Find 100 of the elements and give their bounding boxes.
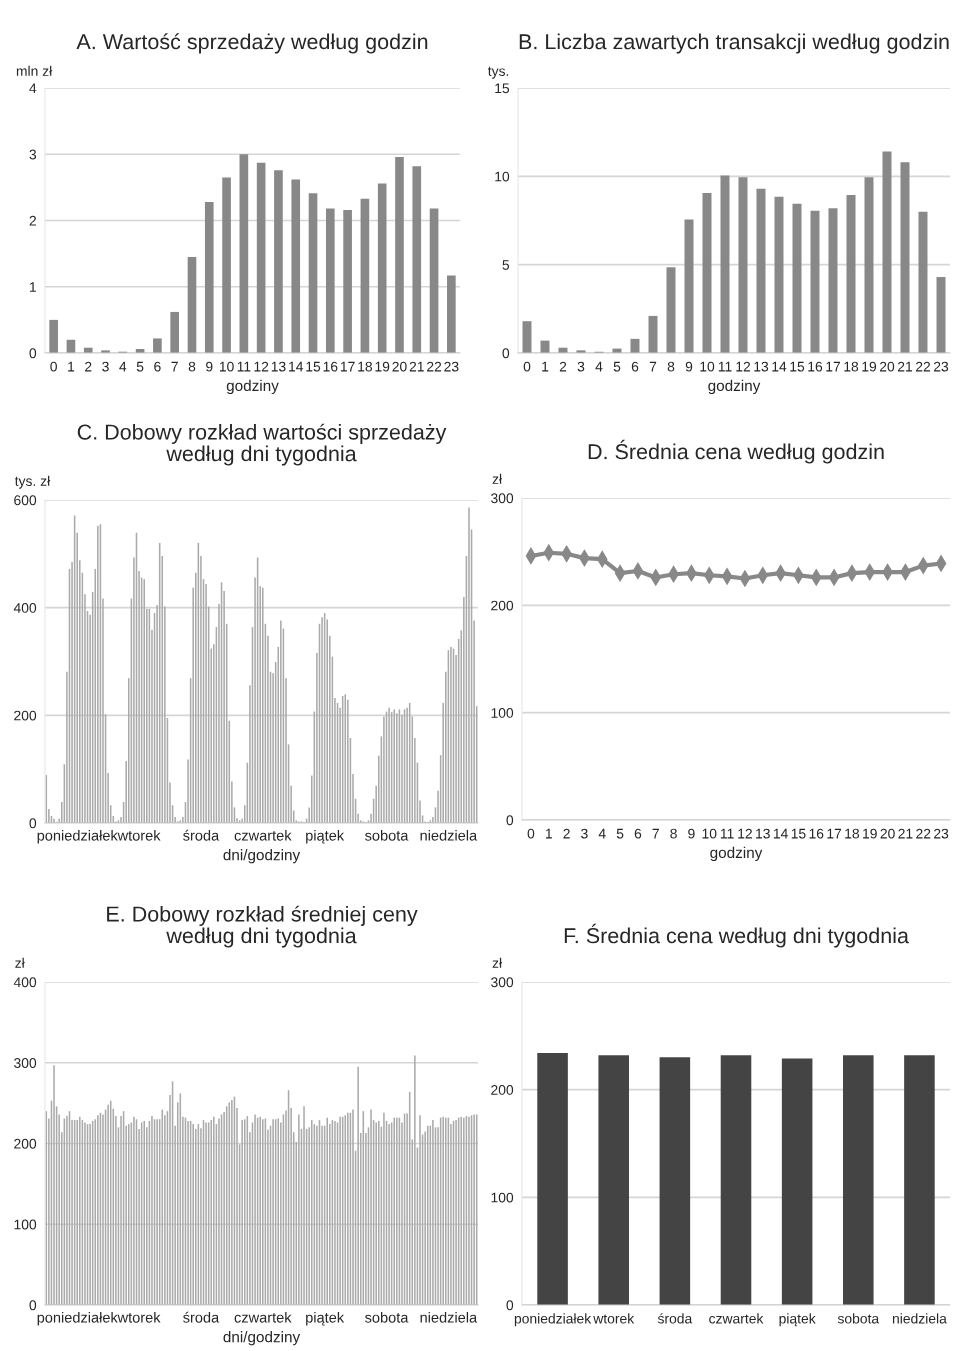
x-tick-label: 10 [700,361,715,372]
y-tick-label: 2 [29,215,36,226]
x-tick-label: wtorek [593,1313,635,1324]
x-tick-label: czwartek [234,829,292,841]
x-tick-label: 13 [754,361,769,372]
y-tick-label: 600 [14,495,37,506]
x-tick-label: 10 [702,828,717,839]
x-axis-title: godziny [708,379,761,395]
x-tick-label: 23 [933,361,949,372]
x-tick-label: 16 [323,361,338,372]
y-axis-title: zł [492,957,502,968]
y-tick-label: 15 [495,83,510,94]
y-axis-title: tys. [487,66,509,79]
x-tick-label: 19 [862,361,877,372]
y-tick-label: 0 [29,818,37,829]
x-tick-label: 7 [171,361,178,372]
x-tick-label: niedziela [420,829,478,841]
x-tick-label: 7 [649,361,657,372]
x-tick-label: 16 [809,828,824,839]
chart-title: E. Dobowy rozkład średniej ceny według dni tygodnia [107,905,418,948]
y-tick-label: 1 [30,282,36,292]
x-tick-label: 11 [720,828,734,839]
y-tick-label: 4 [29,83,37,94]
x-tick-label: 2 [85,361,92,372]
y-tick-label: 100 [491,1192,514,1203]
x-tick-label: 4 [598,828,606,839]
x-tick-label: 21 [409,361,424,372]
x-tick-label: poniedziałek [514,1313,592,1327]
x-tick-label: 8 [670,828,677,839]
x-tick-label: 3 [102,361,109,372]
x-tick-label: 19 [863,828,877,839]
x-tick-label: sobota [365,829,409,841]
x-tick-label: 5 [613,361,621,372]
x-tick-label: 15 [790,361,805,372]
y-tick-label: 200 [14,710,37,721]
y-tick-label: 0 [506,1300,514,1311]
x-tick-label: 14 [289,361,304,372]
x-tick-label: 20 [879,361,895,372]
x-tick-label: 5 [616,828,624,839]
x-tick-label: piątek [306,1311,345,1326]
y-tick-label: 200 [491,1085,514,1095]
y-tick-label: 0 [506,815,514,826]
x-axis-title: godziny [226,379,279,395]
x-tick-label: 0 [527,828,535,839]
x-tick-label: 2 [563,828,570,839]
x-tick-label: 18 [844,361,859,372]
x-axis-title: godziny [710,846,763,862]
y-tick-label: 0 [502,348,510,359]
x-tick-label: 12 [736,361,751,372]
x-tick-label: środa [183,1311,220,1323]
y-tick-label: 200 [14,1138,37,1149]
x-tick-label: sobota [837,1313,880,1324]
x-tick-label: 9 [685,361,693,372]
y-tick-label: 100 [491,708,514,718]
y-axis-title: tys. zł [14,475,51,489]
x-tick-label: 8 [667,361,675,372]
x-tick-label: 11 [237,361,251,372]
x-tick-label: 13 [756,828,770,839]
x-tick-label: 6 [631,361,639,372]
x-tick-label: piątek [306,829,345,844]
x-tick-label: 8 [188,361,196,372]
x-tick-label: 0 [523,361,531,372]
x-tick-label: 3 [577,361,585,372]
x-tick-label: 20 [392,361,407,372]
y-tick-label: 0 [29,348,37,359]
chart-title: B. Liczba zawartych transakcji według godzin [519,33,949,54]
y-tick-label: 400 [13,603,37,613]
x-tick-label: 2 [559,361,567,372]
x-tick-label: 4 [595,361,603,372]
x-tick-label: 17 [827,828,842,839]
x-tick-label: czwartek [709,1313,764,1324]
x-tick-label: 9 [688,828,695,839]
y-axis-title: zł [15,957,25,968]
x-tick-label: 23 [444,361,459,372]
chart-title: A. Wartość sprzedaży według godzin [76,33,428,54]
y-axis-title: mln zł [16,65,53,76]
x-tick-label: 22 [427,361,442,372]
x-tick-label: wtorek [117,829,161,841]
x-tick-label: 15 [791,828,806,839]
x-tick-label: 9 [206,361,213,372]
x-tick-label: 5 [136,361,144,372]
x-tick-label: wtorek [117,1311,161,1323]
y-tick-label: 100 [14,1219,37,1230]
x-tick-label: czwartek [234,1311,292,1323]
x-tick-label: sobota [365,1311,409,1323]
y-tick-label: 0 [29,1300,37,1311]
x-tick-label: 19 [375,361,390,372]
x-tick-label: 22 [916,828,931,839]
x-tick-label: 13 [271,361,286,372]
chart-title: D. Średnia cena według godzin [588,439,884,464]
x-tick-label: 6 [634,828,642,839]
x-axis-title: dni/godziny [223,849,301,864]
chart-title: F. Średnia cena według dni tygodnia [564,923,909,948]
x-tick-label: 3 [581,828,588,839]
x-tick-label: 10 [219,361,234,372]
x-tick-label: 22 [915,361,931,372]
y-tick-label: 300 [491,493,514,504]
y-tick-label: 3 [29,149,37,160]
x-tick-label: 16 [808,361,823,372]
y-tick-label: 300 [491,977,514,988]
